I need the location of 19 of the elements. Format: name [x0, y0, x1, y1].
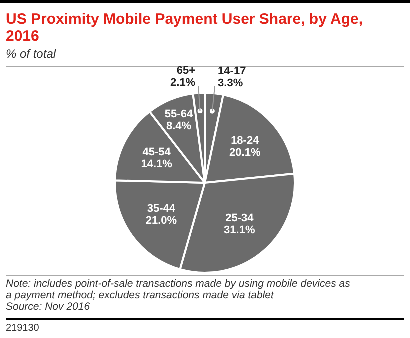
chart-title: US Proximity Mobile Payment User Share, by Age, 2016 [6, 11, 364, 45]
data-label: 8.4% [166, 120, 192, 133]
slice-label: 14-17 [218, 65, 246, 78]
data-label: 3.3% [218, 77, 244, 90]
data-label: 14.1% [141, 158, 173, 171]
slice-label: 35-44 [147, 202, 176, 215]
slice-label: 65+ [176, 65, 196, 78]
data-label: 31.1% [224, 224, 256, 236]
data-label: 20.1% [230, 146, 261, 159]
data-label: 2.1% [170, 77, 196, 90]
slice-label: 25-34 [226, 212, 255, 224]
slice-label: 55-64 [164, 108, 194, 121]
text: 219130 [6, 323, 40, 334]
text: Note: includes point-of-sale transactions made by using mobile devices as a payment method; excludes transactions made via tablet [6, 278, 352, 302]
slice-label: 18-24 [231, 134, 260, 147]
source-note: Source: Nov 2016 [6, 301, 90, 313]
slice-label: 45-54 [142, 146, 172, 159]
chart-subtitle: % of total [6, 47, 56, 61]
data-label: 21.0% [146, 214, 178, 227]
